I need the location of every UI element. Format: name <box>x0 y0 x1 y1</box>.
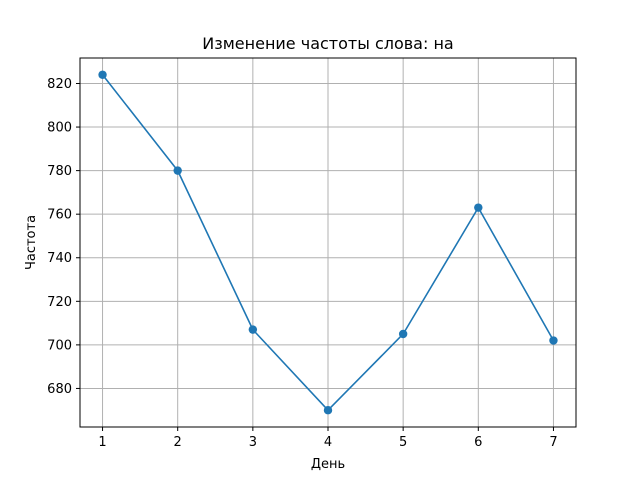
grid-layer <box>80 58 576 427</box>
x-tick-label: 3 <box>249 435 257 450</box>
x-tick-label: 1 <box>98 435 106 450</box>
y-tick-label: 680 <box>47 382 72 397</box>
chart-title: Изменение частоты слова: на <box>202 34 453 53</box>
data-point <box>398 329 408 339</box>
y-tick-label: 700 <box>47 338 72 353</box>
data-point <box>248 325 258 334</box>
data-point <box>98 70 107 79</box>
x-tick-label: 2 <box>174 435 182 450</box>
ticks-layer: 1 2 3 4 5 6 7 680 700 720 740 760 780 800 820 <box>47 77 557 450</box>
x-tick-label: 5 <box>399 435 407 450</box>
x-axis-label: День <box>311 457 345 472</box>
y-tick-label: 740 <box>47 251 72 266</box>
series-layer <box>98 70 558 415</box>
data-point <box>323 406 333 415</box>
x-tick-label: 6 <box>474 435 482 450</box>
x-tick-label: 7 <box>549 435 557 450</box>
data-point <box>474 203 483 212</box>
y-tick-label: 820 <box>47 77 72 92</box>
y-tick-label: 760 <box>47 208 72 223</box>
plot-frame <box>79 57 577 428</box>
data-point <box>549 336 558 345</box>
x-tick-label: 4 <box>324 435 332 450</box>
y-tick-label: 720 <box>47 295 72 310</box>
y-axis-label: Частота <box>24 215 39 270</box>
data-point <box>173 166 182 175</box>
y-tick-label: 780 <box>47 164 72 179</box>
y-tick-label: 800 <box>47 121 72 136</box>
